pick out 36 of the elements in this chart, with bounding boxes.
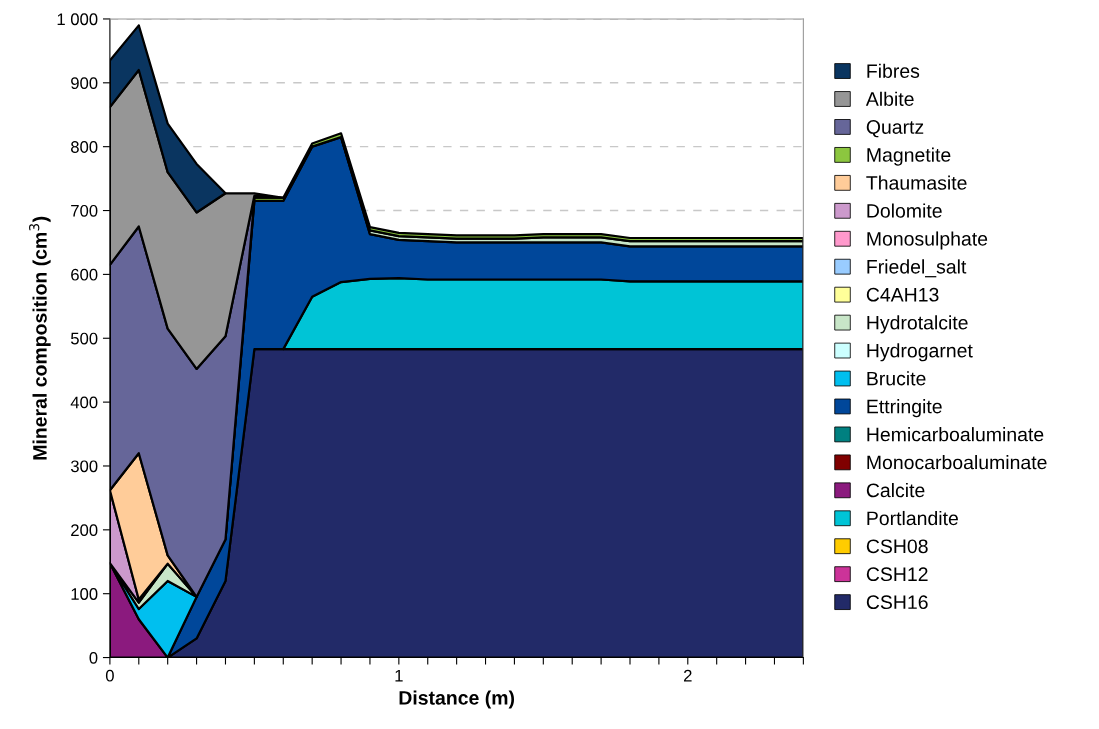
legend-label: Hydrogarnet: [867, 343, 973, 362]
legend-label: Monocarboaluminate: [867, 455, 1047, 470]
legend-label: Fibres: [867, 63, 920, 78]
legend-label: CSH12: [866, 567, 928, 582]
y-tick-label: 1 000: [57, 13, 98, 26]
y-tick-label: 700: [71, 204, 98, 217]
legend-label: Calcite: [866, 482, 925, 498]
y-tick-label: 900: [71, 77, 98, 90]
legend-label: Hydrotalcite: [867, 315, 968, 334]
x-axis-title: Distance (m): [399, 690, 515, 709]
legend-label: C4AH13: [866, 287, 939, 302]
y-tick-label: 600: [71, 268, 98, 281]
y-tick-label: 800: [71, 141, 98, 153]
legend-label: Thaumasite: [866, 175, 967, 190]
y-tick-label: 200: [71, 524, 98, 537]
y-tick-label: 400: [70, 396, 98, 409]
legend-label: Quartz: [866, 120, 924, 138]
legend-label: Hemicarboaluminate: [867, 427, 1044, 442]
y-axis-title: Mineral composition (cm$^{3}$): [29, 216, 51, 460]
legend-label: Albite: [865, 91, 914, 106]
legend-label: Brucite: [867, 371, 926, 386]
legend-label: Monosulphate: [867, 231, 988, 250]
legend-label: Dolomite: [867, 203, 942, 218]
legend-label: Friedel_salt: [867, 259, 967, 278]
y-tick-label: 500: [70, 332, 98, 345]
x-tick-label: 2: [684, 669, 692, 682]
legend-label: Magnetite: [867, 147, 951, 166]
legend-label: CSH08: [866, 539, 928, 554]
y-tick-label: 0: [89, 651, 98, 664]
y-tick-label: 300: [70, 460, 98, 473]
legend-label: CSH16: [866, 595, 928, 610]
legend-label: Ettringite: [867, 399, 942, 418]
y-tick-label: 100: [71, 588, 98, 600]
legend-label: Portlandite: [867, 510, 958, 526]
x-tick-label: 1: [395, 669, 403, 682]
x-tick-label: 0: [105, 669, 114, 682]
